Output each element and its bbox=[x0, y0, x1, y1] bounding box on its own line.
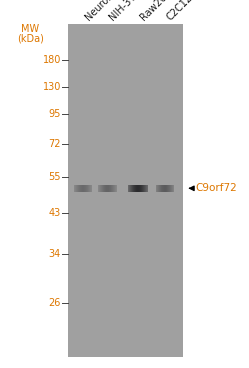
Text: Raw264.7: Raw264.7 bbox=[138, 0, 179, 23]
Text: C9orf72: C9orf72 bbox=[195, 183, 237, 193]
Text: 180: 180 bbox=[43, 54, 61, 64]
Text: 34: 34 bbox=[49, 250, 61, 259]
Text: 26: 26 bbox=[49, 298, 61, 308]
Text: (kDa): (kDa) bbox=[17, 33, 44, 43]
Text: MW: MW bbox=[21, 24, 40, 34]
Text: C2C12: C2C12 bbox=[165, 0, 194, 23]
Text: NIH-3T3: NIH-3T3 bbox=[107, 0, 142, 23]
Text: 72: 72 bbox=[49, 139, 61, 149]
Text: 95: 95 bbox=[49, 109, 61, 118]
Text: Neuro2A: Neuro2A bbox=[83, 0, 120, 23]
Text: 130: 130 bbox=[43, 82, 61, 92]
Bar bbox=[68, 24, 183, 357]
Text: 55: 55 bbox=[49, 172, 61, 182]
Text: 43: 43 bbox=[49, 208, 61, 218]
